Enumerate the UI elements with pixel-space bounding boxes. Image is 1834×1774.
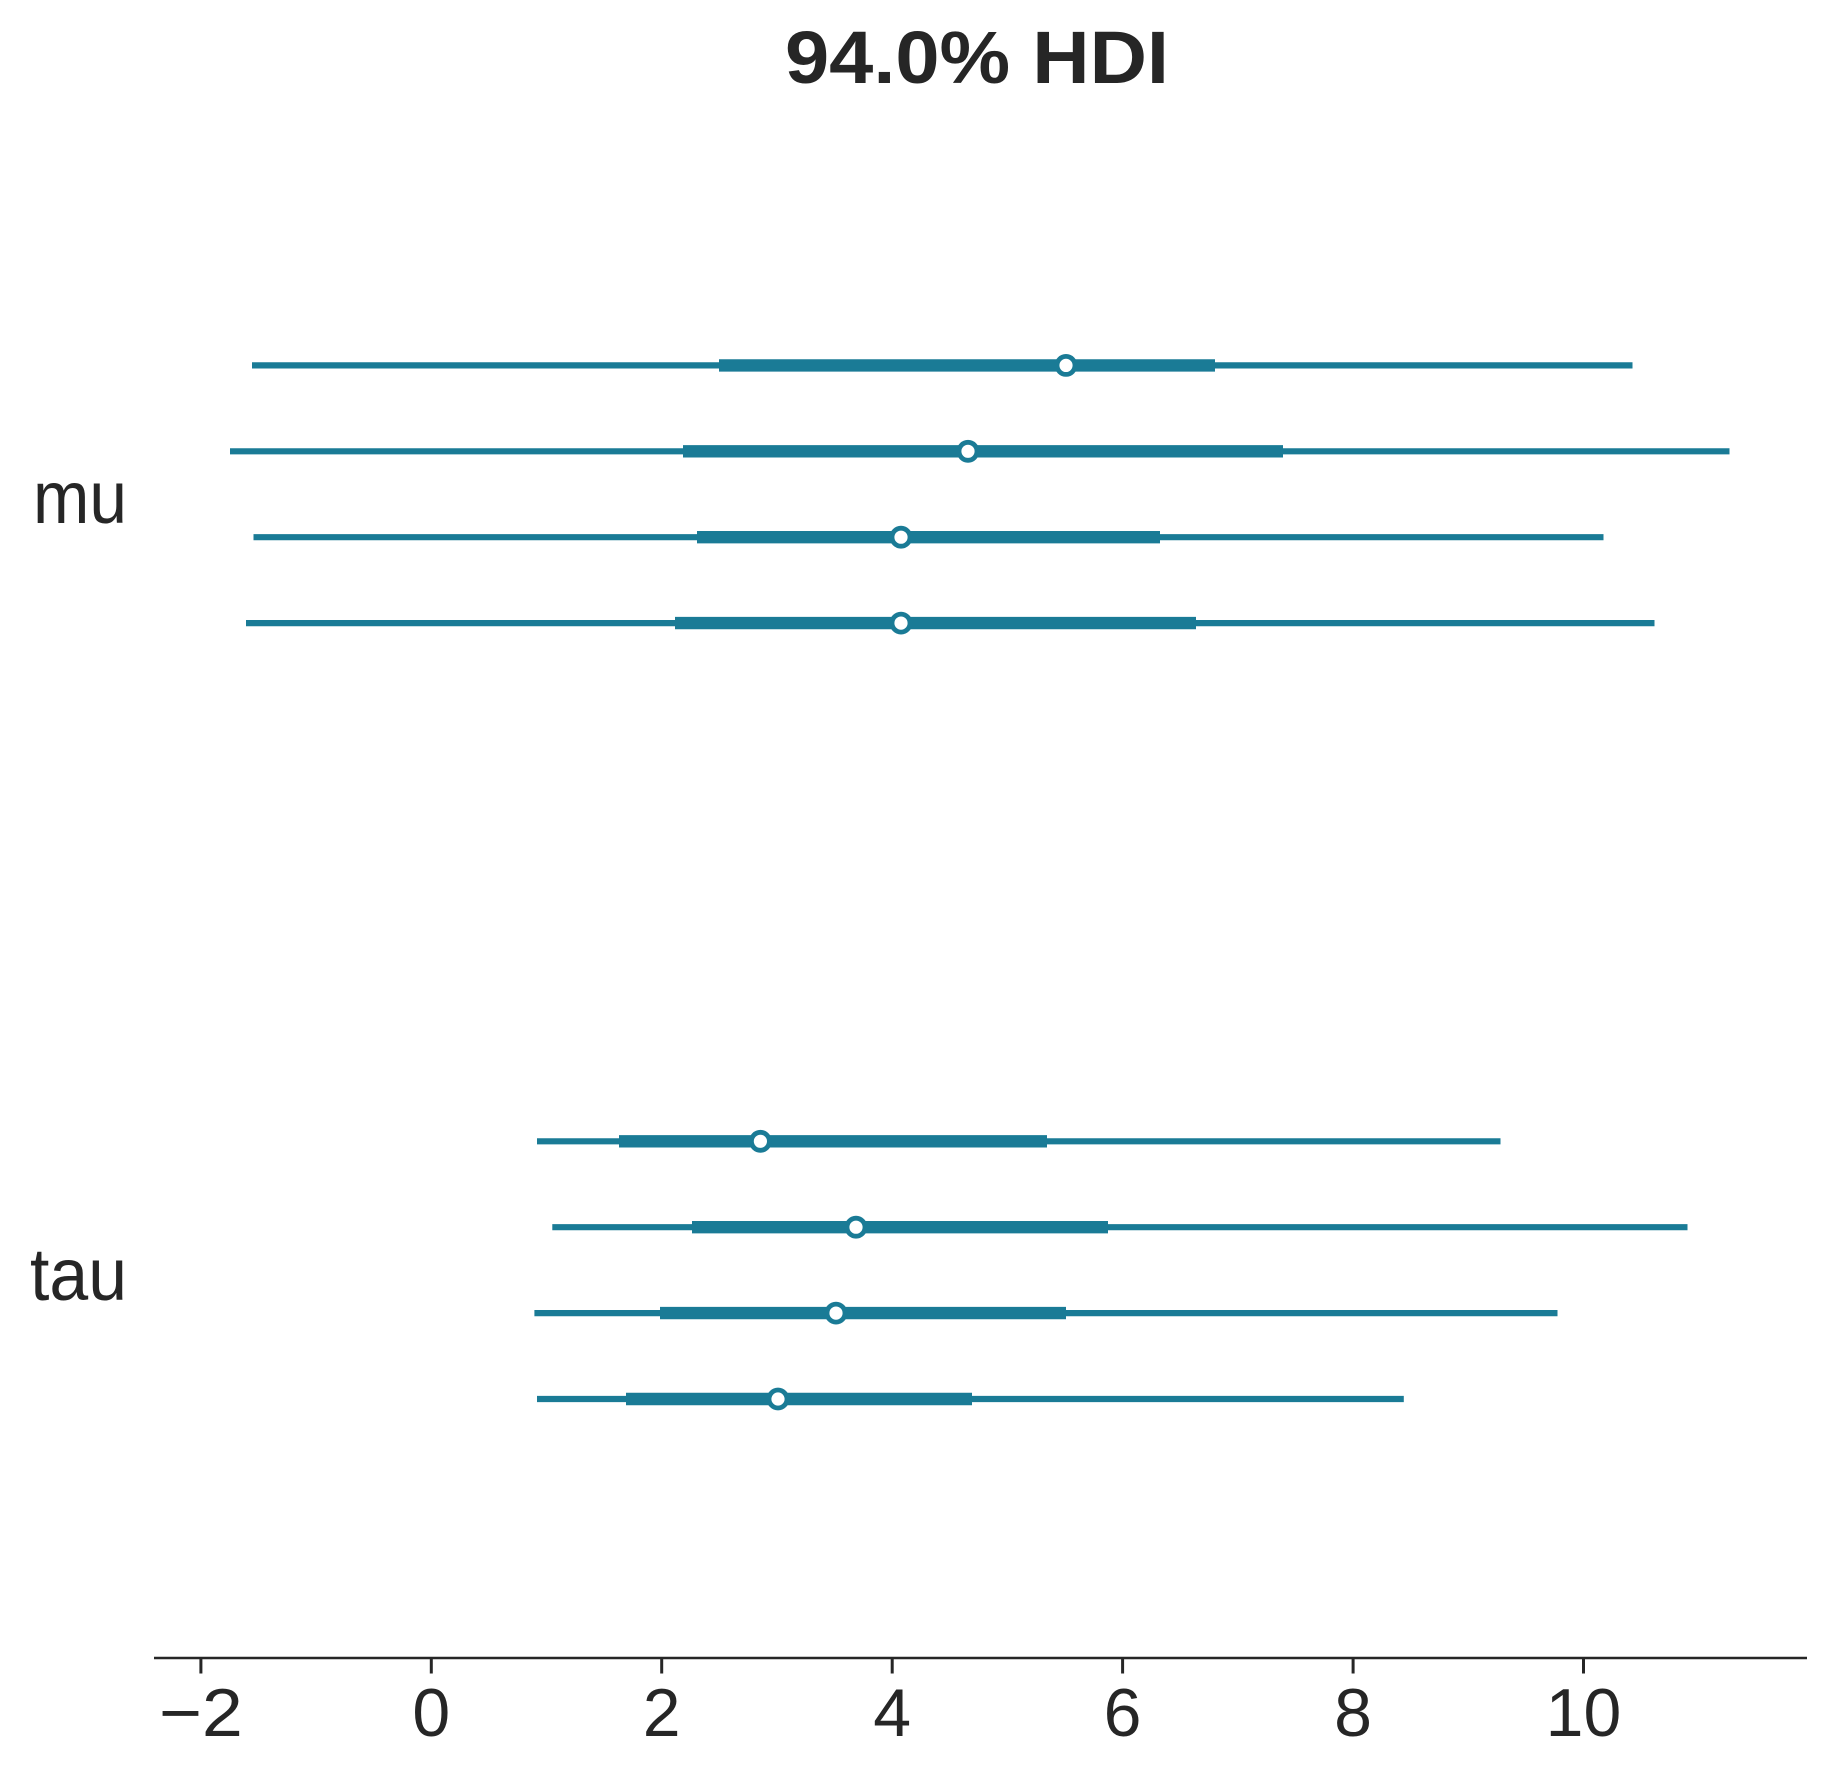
svg-text:−2: −2 [159, 1675, 243, 1751]
svg-text:6: 6 [1104, 1675, 1142, 1751]
svg-text:2: 2 [643, 1675, 681, 1751]
svg-text:94.0% HDI: 94.0% HDI [785, 16, 1169, 99]
svg-text:4: 4 [873, 1675, 911, 1751]
svg-text:mu: mu [33, 456, 127, 539]
svg-text:8: 8 [1334, 1675, 1372, 1751]
svg-text:0: 0 [412, 1675, 450, 1751]
svg-text:10: 10 [1546, 1675, 1622, 1751]
svg-text:tau: tau [30, 1233, 127, 1316]
